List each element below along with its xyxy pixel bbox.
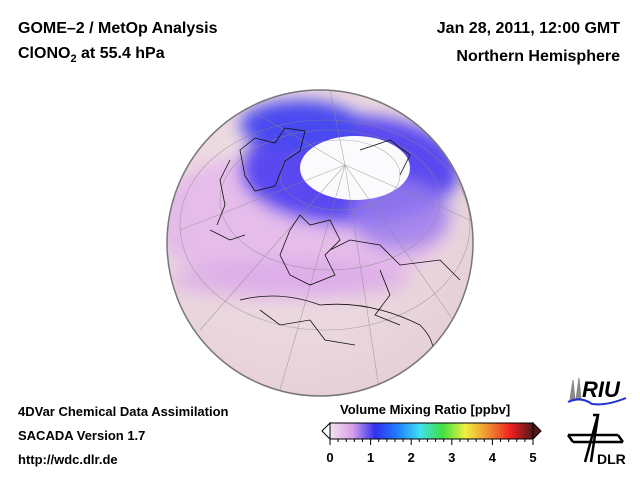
region-label: Northern Hemisphere [456,48,620,65]
title-line-1: GOME–2 / MetOp Analysis [18,20,218,37]
colorbar-tick-label: 0 [326,450,334,465]
colorbar-tick-label: 5 [529,450,537,465]
svg-text:DLR: DLR [597,451,626,467]
footer-url[interactable]: http://wdc.dlr.de [18,452,118,467]
colorbar-gradient [329,422,534,440]
footer-line-2: SACADA Version 1.7 [18,428,146,443]
species-rest: at 55.4 hPa [76,45,165,62]
datetime-label: Jan 28, 2011, 12:00 GMT [436,20,620,37]
colorbar-tick-label: 3 [448,450,456,465]
colorbar-tick-label: 4 [488,450,496,465]
riu-logo: RIU [567,377,627,406]
colorbar [321,421,542,445]
colorbar-title: Volume Mixing Ratio [ppbv] [340,402,511,417]
footer-line-1: 4DVar Chemical Data Assimilation [18,404,229,419]
species-main: ClONO [18,45,71,62]
svg-text:RIU: RIU [582,377,621,402]
colorbar-tick-label: 2 [407,450,415,465]
colorbar-min-arrow [321,421,331,441]
species-subscript: 2 [70,53,77,66]
colorbar-max-arrow [532,421,542,441]
species-label: ClONO2 at 55.4 hPa [18,45,165,65]
colorbar-tick-label: 1 [366,450,375,465]
dlr-logo: DLR [566,413,626,467]
